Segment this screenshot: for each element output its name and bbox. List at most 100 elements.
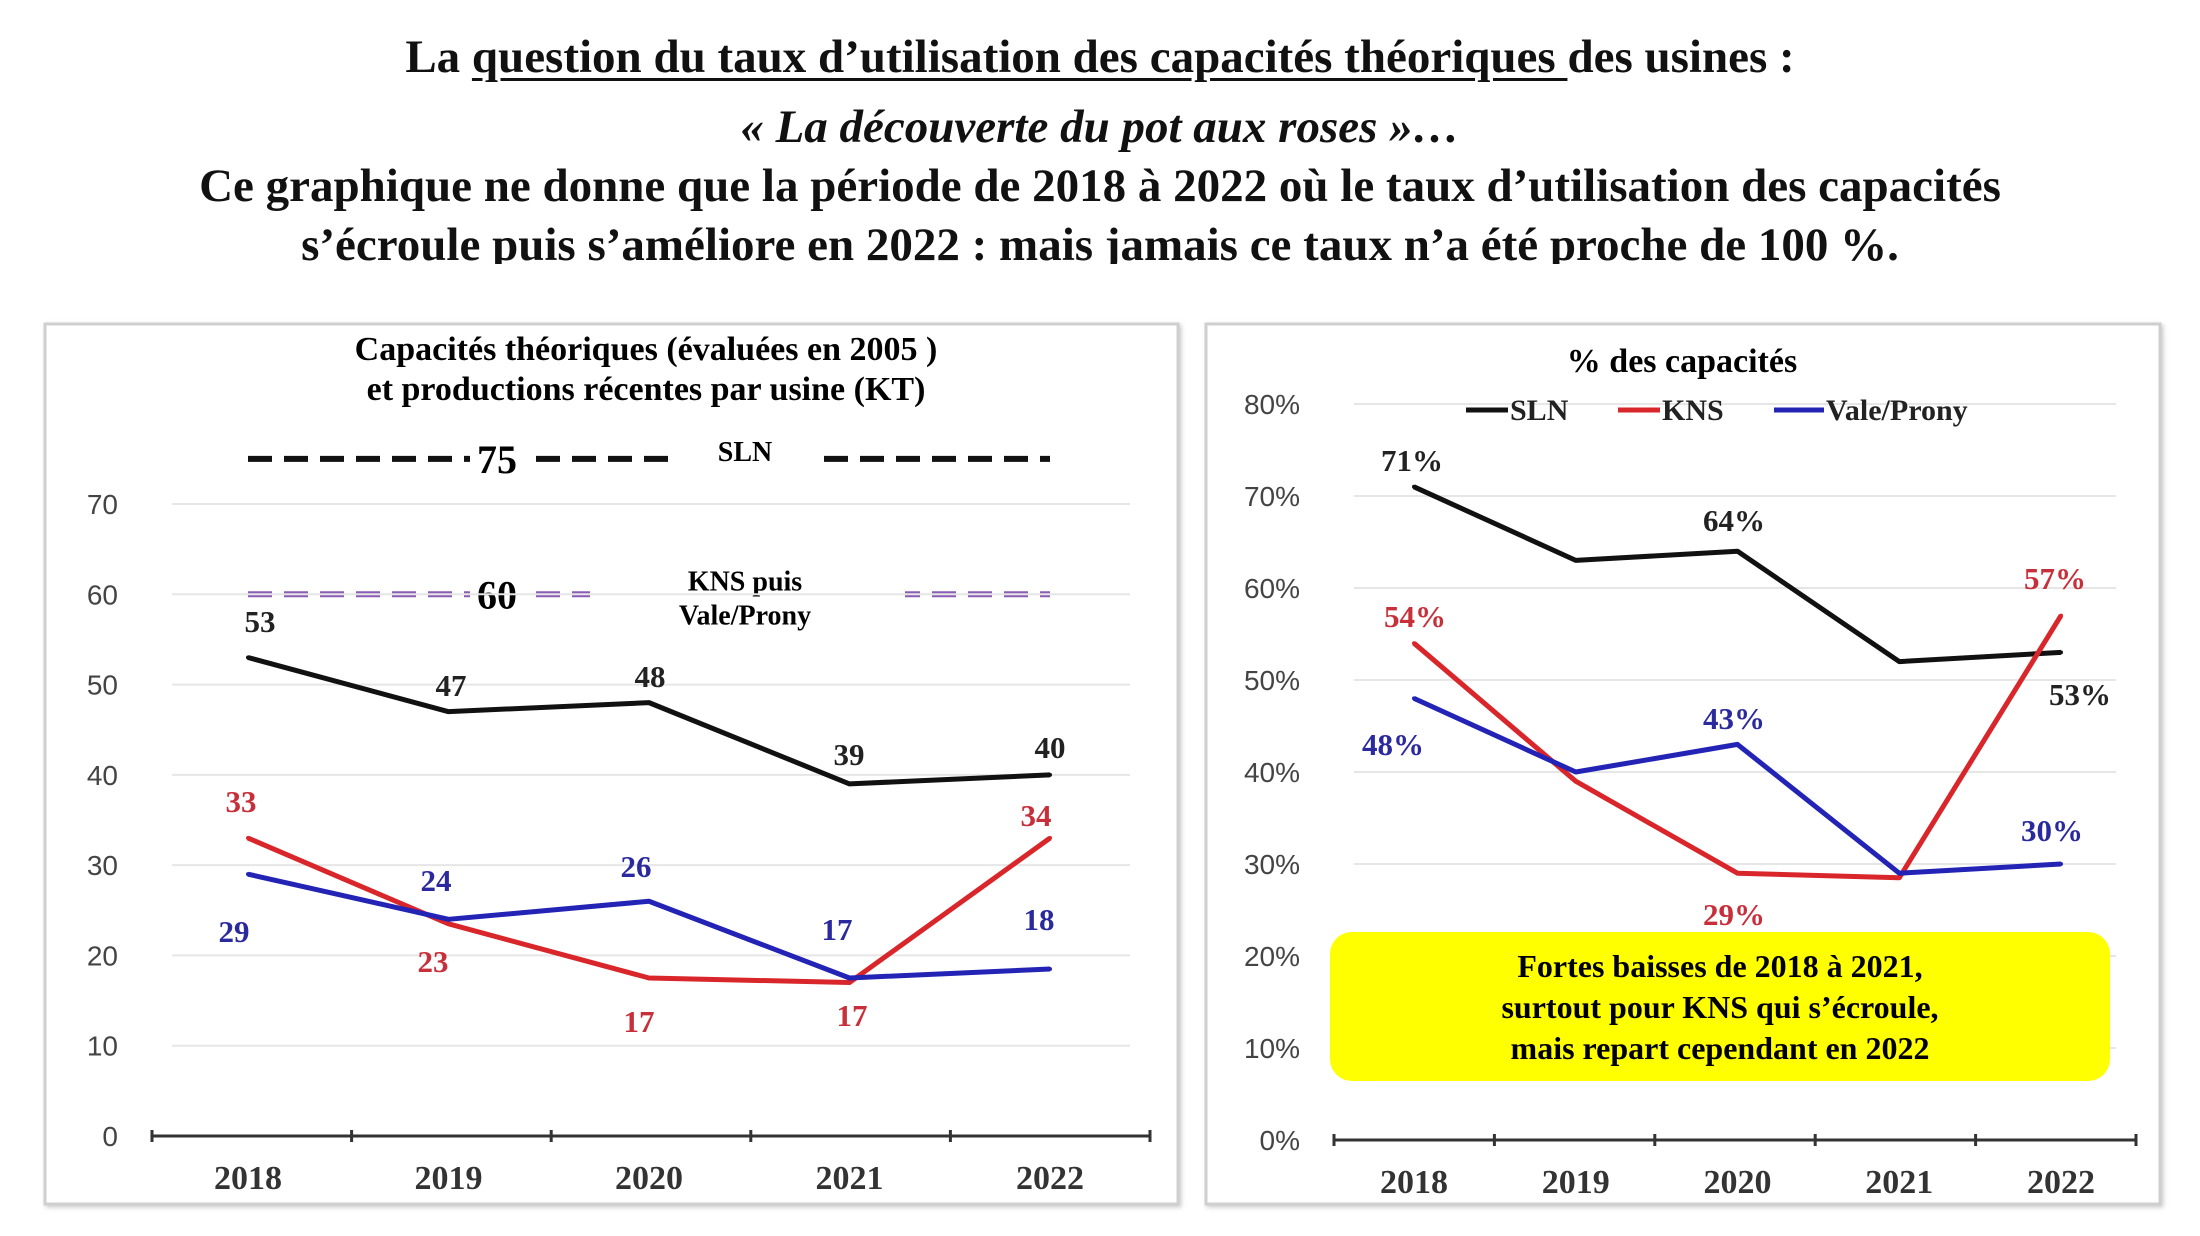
x-tick-label: 2019	[415, 1160, 483, 1197]
data-point	[446, 917, 451, 922]
data-label: 29	[219, 914, 250, 949]
data-label: 23	[418, 944, 449, 979]
y-tick-label: 30	[87, 850, 118, 881]
data-point	[1897, 659, 1902, 664]
y-tick-label: 70	[87, 489, 118, 520]
data-point	[1897, 871, 1902, 876]
y-tick-label: 20%	[1244, 941, 1300, 972]
data-label: 29%	[1703, 897, 1765, 932]
data-point	[1573, 558, 1578, 563]
data-point	[446, 709, 451, 714]
x-tick-label: 2020	[1704, 1164, 1772, 1201]
data-label: 57%	[2024, 561, 2086, 596]
data-point	[446, 921, 451, 926]
data-label: 43%	[1703, 701, 1765, 736]
y-tick-label: 80%	[1244, 389, 1300, 420]
data-label: 26	[621, 849, 652, 884]
data-label: 39	[834, 737, 865, 772]
data-point	[1048, 772, 1052, 777]
data-point	[2059, 650, 2063, 655]
left-chart-title-1: Capacités théoriques (évaluées en 2005 )	[355, 331, 938, 368]
capacity-label-kns-1: KNS puis	[688, 566, 802, 597]
data-point	[1897, 875, 1902, 880]
data-point	[1048, 966, 1052, 971]
x-tick-label: 2021	[816, 1160, 884, 1197]
y-tick-label: 0%	[1260, 1125, 1300, 1156]
data-label: 54%	[1384, 599, 1446, 634]
data-label: 47	[436, 668, 467, 703]
annotation-line-2: surtout pour KNS qui s’écroule,	[1501, 989, 1938, 1025]
title-underlined: question du taux d’utilisation des capac…	[471, 31, 1568, 83]
y-tick-label: 40	[87, 760, 118, 791]
y-tick-label: 70%	[1244, 481, 1300, 512]
capacity-label-sln: SLN	[718, 437, 772, 468]
data-label: 53%	[2049, 677, 2111, 712]
data-point	[847, 781, 852, 786]
data-label: 33	[226, 784, 257, 819]
data-point	[1735, 742, 1740, 747]
y-tick-label: 30%	[1244, 849, 1300, 880]
data-label: 18	[1024, 902, 1055, 937]
capacity-label-kns-2: Vale/Prony	[679, 600, 811, 631]
header-subtitle: « La découverte du pot aux roses »…	[740, 101, 1460, 153]
capacity-value-sln: 75	[477, 437, 517, 482]
left-chart-panel	[43, 322, 1180, 1206]
title-part: La	[405, 31, 472, 83]
data-point	[847, 980, 852, 985]
left-chart-title-2: et productions récentes par usine (KT)	[367, 371, 926, 408]
legend: SLN KNS Vale/Prony	[1466, 394, 1968, 427]
data-point	[1735, 549, 1740, 554]
data-point	[647, 976, 651, 980]
data-point	[246, 836, 250, 841]
annotation-line-3: mais repart cependant en 2022	[1511, 1030, 1930, 1066]
header-line-4: s’écroule puis s’améliore en 2022 : mais…	[301, 222, 1899, 264]
x-tick-label: 2018	[1380, 1164, 1448, 1201]
y-tick-label: 10%	[1244, 1033, 1300, 1064]
label-bg	[590, 570, 905, 639]
header-line-1: La question du taux d’utilisation des ca…	[0, 34, 2200, 81]
y-tick-label: 10	[87, 1031, 118, 1062]
data-label: 34	[1021, 798, 1052, 833]
data-label: 64%	[1703, 503, 1765, 538]
data-label: 30%	[2021, 813, 2083, 848]
data-point	[847, 976, 852, 980]
data-point	[647, 899, 651, 904]
data-point	[246, 872, 250, 877]
data-point	[1573, 770, 1578, 774]
label-bg	[470, 436, 530, 481]
data-point	[1573, 779, 1578, 784]
data-point	[1735, 871, 1740, 876]
label-bg	[670, 436, 820, 481]
data-label: 17	[837, 998, 868, 1033]
legend-label: Vale/Prony	[1826, 394, 1968, 427]
data-point	[2059, 862, 2063, 866]
y-tick-label: 60%	[1244, 573, 1300, 604]
x-tick-label: 2020	[615, 1160, 683, 1197]
y-tick-label: 20	[87, 940, 118, 971]
y-tick-label: 40%	[1244, 757, 1300, 788]
legend-label: KNS	[1662, 394, 1724, 427]
data-label: 71%	[1381, 443, 1443, 478]
data-label: 40	[1035, 730, 1066, 765]
x-tick-label: 2021	[1865, 1164, 1933, 1201]
right-chart-title: % des capacités	[1567, 343, 1797, 380]
data-point	[1412, 641, 1416, 646]
y-tick-label: 50%	[1244, 665, 1300, 696]
y-tick-label: 50	[87, 670, 118, 701]
y-tick-label: 60	[87, 579, 118, 610]
data-label: 24	[421, 863, 452, 898]
data-point	[1048, 836, 1052, 841]
data-label: 53	[245, 604, 276, 639]
data-point	[1412, 484, 1416, 489]
legend-label: SLN	[1510, 394, 1569, 427]
data-point	[246, 655, 250, 660]
annotation-box	[1330, 932, 2110, 1081]
y-tick-label: 0	[102, 1121, 118, 1152]
data-label: 48%	[1362, 727, 1424, 762]
x-tick-label: 2018	[214, 1160, 282, 1197]
data-label: 48	[635, 659, 666, 694]
data-label: 17	[624, 1004, 655, 1039]
data-point	[647, 700, 651, 705]
